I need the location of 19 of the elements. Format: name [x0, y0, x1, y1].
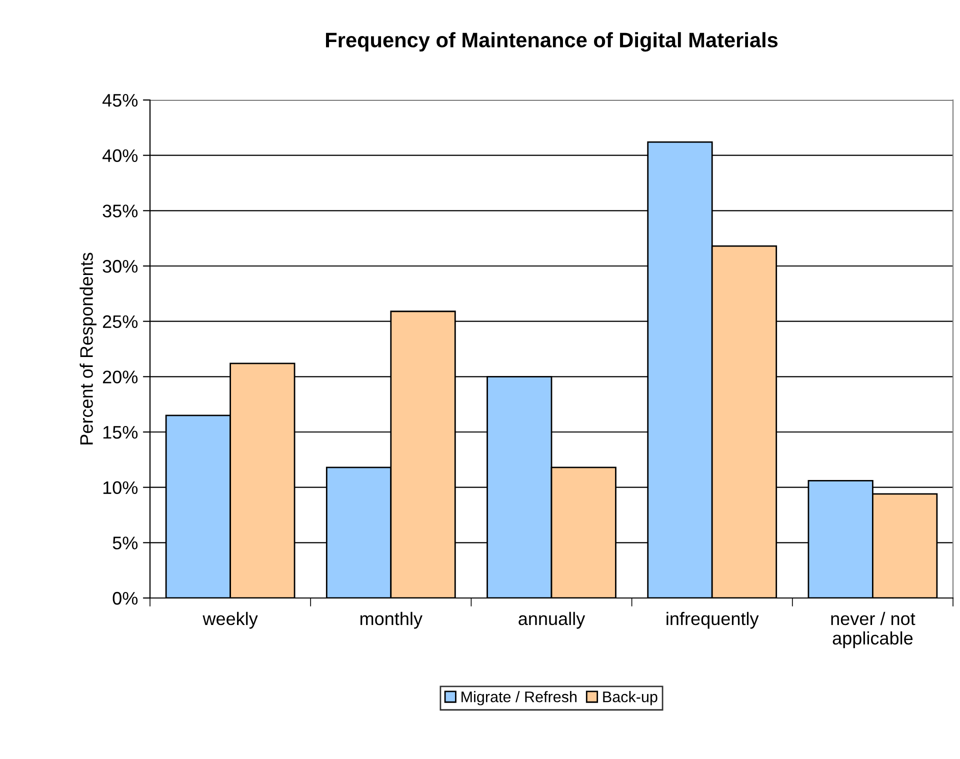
x-tick-label: never / not applicable — [831, 612, 916, 648]
y-tick-label: 30% — [102, 260, 138, 273]
x-tick-label: monthly — [360, 612, 422, 629]
y-tick-label: 0% — [112, 592, 138, 605]
x-tick-label: weekly — [202, 612, 258, 629]
legend-label: Back-up — [603, 691, 658, 706]
y-tick-label: 10% — [103, 481, 138, 494]
chart-title: Frequency of Maintenance of Digital Materials — [326, 32, 778, 52]
x-tick-label: infrequently — [666, 612, 759, 629]
y-tick-label: 20% — [102, 370, 138, 384]
y-tick-label: 35% — [102, 204, 138, 218]
y-tick-label: 15% — [103, 426, 138, 439]
y-tick-label: 25% — [102, 315, 138, 328]
y-tick-label: 40% — [102, 149, 138, 162]
legend-label: Migrate / Refresh — [462, 691, 576, 706]
x-tick-label: annually — [518, 612, 586, 629]
y-axis-title: Percent of Respondents — [80, 252, 96, 444]
y-tick-label: 45% — [102, 94, 138, 107]
y-tick-label: 5% — [112, 536, 138, 550]
